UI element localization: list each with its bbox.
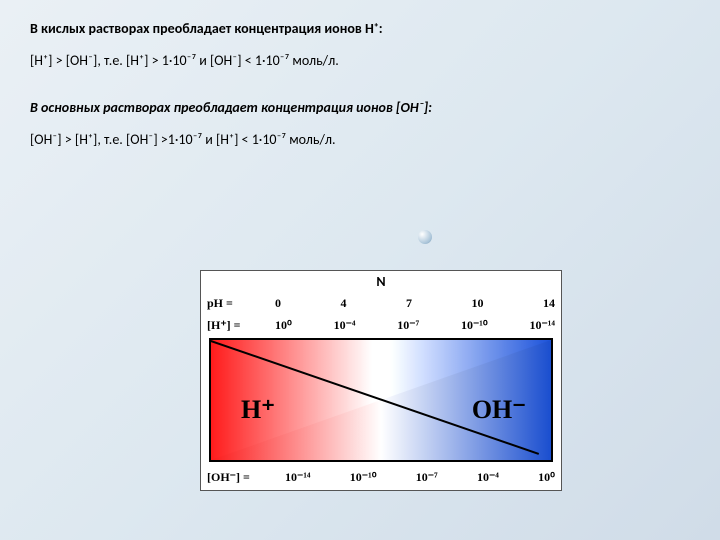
formula-basic: [OH⁻] > [H⁺], т.е. [OH⁻] >1·10⁻⁷ и [H⁺] …: [30, 131, 690, 148]
h-val: 10⁻¹⁰: [461, 318, 488, 333]
oh-val: 10⁻¹⁰: [350, 470, 377, 485]
oh-row: [OH⁻] = 10⁻¹⁴ 10⁻¹⁰ 10⁻⁷ 10⁻⁴ 10⁰: [201, 464, 561, 490]
h-val: 10⁻⁴: [334, 318, 356, 333]
formula-acidic: [H⁺] > [OH⁻], т.е. [H⁺] > 1·10⁻⁷ и [OH⁻]…: [30, 52, 690, 69]
oh-val: 10⁻⁴: [477, 470, 499, 485]
heading-acidic: В кислых растворах преобладает концентра…: [30, 20, 690, 37]
oh-minus-label: OH⁻: [472, 395, 526, 425]
heading-basic: В основных растворах преобладает концент…: [30, 99, 690, 116]
ph-label: pH =: [207, 296, 275, 311]
oh-val: 10⁻⁷: [416, 470, 438, 485]
h-row: [H⁺] = 10⁰ 10⁻⁴ 10⁻⁷ 10⁻¹⁰ 10⁻¹⁴: [201, 314, 561, 336]
h-label: [H⁺] =: [207, 318, 275, 333]
ph-val: 10: [472, 296, 484, 311]
ph-val: 0: [275, 296, 281, 311]
ph-row: pH = 0 4 7 10 14: [201, 292, 561, 314]
ph-val: 4: [341, 296, 347, 311]
decorative-bubble: [418, 230, 432, 244]
oh-val: 10⁰: [538, 470, 555, 485]
h-val: 10⁻¹⁴: [529, 318, 555, 333]
ph-val: 14: [543, 296, 555, 311]
oh-label: [OH⁻] =: [207, 470, 285, 485]
h-val: 10⁰: [275, 318, 292, 333]
ph-gradient-chart: H⁺ OH⁻: [209, 338, 553, 462]
h-val: 10⁻⁷: [397, 318, 419, 333]
neutral-marker: N: [201, 271, 561, 292]
ph-scale-diagram: N pH = 0 4 7 10 14 [H⁺] = 10⁰ 10⁻⁴ 10⁻⁷ …: [200, 270, 562, 491]
h-plus-label: H⁺: [241, 395, 275, 425]
oh-val: 10⁻¹⁴: [285, 470, 311, 485]
ph-val: 7: [406, 296, 412, 311]
